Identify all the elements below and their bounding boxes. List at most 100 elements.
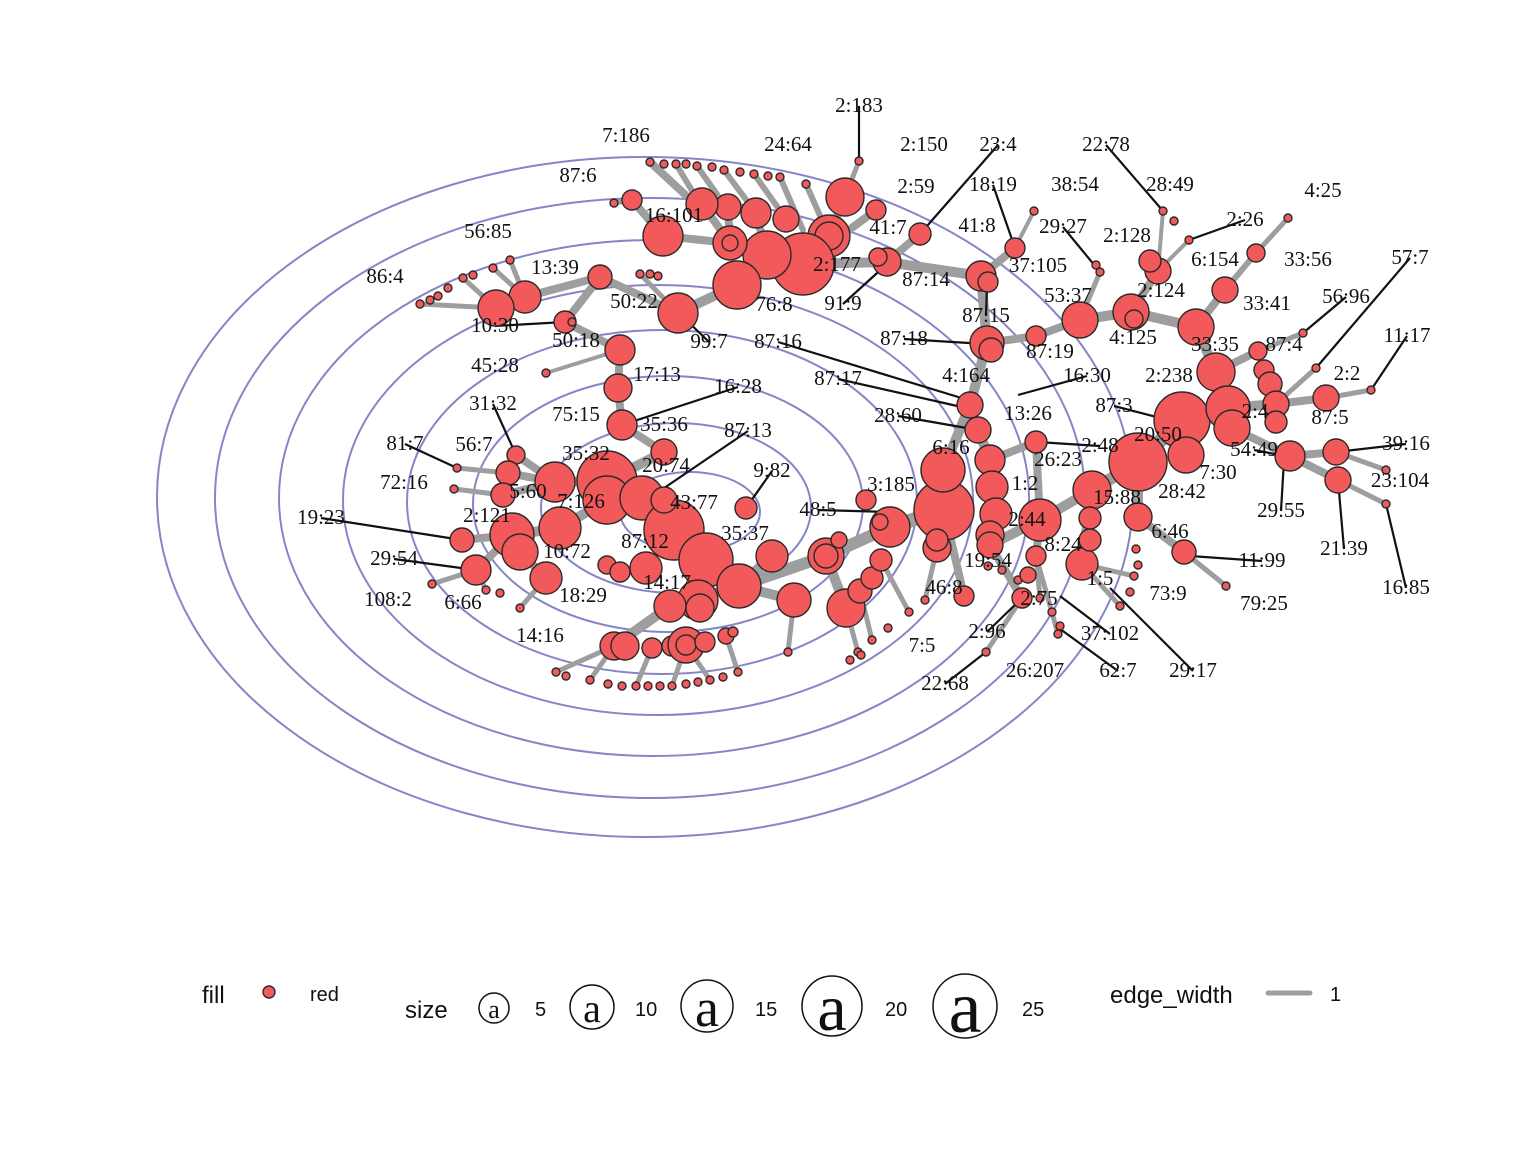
network-node [529,561,563,595]
network-node [650,438,678,466]
network-node [1115,601,1125,611]
network-node [983,561,993,571]
network-node [1211,276,1239,304]
legend-size-title: size [405,997,448,1024]
network-node [1108,432,1168,492]
network-node [1169,216,1179,226]
node-label-29-55: 29:55 [1257,498,1305,522]
node-label-87-16: 87:16 [754,329,802,353]
node-label-28-42: 28:42 [1158,479,1206,503]
network-node [1095,267,1105,277]
network-node [772,205,800,233]
network-node [865,199,887,221]
node-label-87-14: 87:14 [902,267,950,291]
legend-size-break: 25 [1022,999,1044,1021]
node-label-18-19: 18:19 [969,172,1017,196]
node-label-22-68: 22:68 [921,671,969,695]
node-label-73-9: 73:9 [1149,581,1186,605]
node-label-2-4: 2:4 [1242,399,1269,423]
node-label-6-16: 6:16 [932,435,969,459]
node-label-19-23: 19:23 [297,505,345,529]
leader-62-7 [1055,625,1119,672]
network-node [604,334,636,366]
network-node [763,171,773,181]
node-label-2-2: 2:2 [1334,361,1361,385]
node-label-2-59: 2:59 [897,174,934,198]
legend-size-glyph: a [695,978,719,1038]
network-node [1248,341,1268,361]
node-label-86-4: 86:4 [366,264,404,288]
network-node [964,416,992,444]
leader-19-23 [320,516,463,542]
node-label-45-28: 45:28 [471,353,519,377]
network-node [534,461,576,503]
legend-size-key-3: a [680,978,734,1038]
leader-11-17 [1370,335,1408,391]
network-node [468,270,478,280]
legend-size-key-2: a [569,984,615,1031]
network-node [1123,502,1153,532]
network-node [458,273,468,283]
legend-size-glyph: a [949,967,982,1049]
node-label-10-30: 10:30 [471,313,519,337]
node-label-81-7: 81:7 [386,431,423,455]
network-node [693,677,703,687]
network-node [1129,571,1139,581]
network-node [488,263,498,273]
network-node [733,667,743,677]
network-node [920,447,966,493]
network-node [653,589,687,623]
node-label-91-9: 91:9 [824,291,861,315]
node-label-21-39: 21:39 [1320,536,1368,560]
nodes [415,156,1391,691]
leader-2-26 [1188,218,1246,242]
node-label-26-207: 26:207 [1006,658,1064,682]
network-node [641,637,663,659]
node-label-87-3: 87:3 [1095,393,1132,417]
node-label-2-96: 2:96 [968,619,1005,643]
network-node [783,647,793,657]
network-node [755,539,789,573]
node-label-37-105: 37:105 [1009,253,1067,277]
node-label-57-7: 57:7 [1391,245,1428,269]
network-node [449,484,459,494]
leader-87-17 [837,377,967,410]
node-label-28-60: 28:60 [874,403,922,427]
network-node [657,292,699,334]
node-label-23-4: 23:4 [979,132,1017,156]
network-node [443,283,453,293]
network-node [1018,498,1062,542]
network-node [1167,436,1205,474]
network-node [1381,465,1391,475]
network-node [643,681,653,691]
node-label-14-16: 14:16 [516,623,564,647]
leader-22-68 [944,651,987,685]
node-label-108-2: 108:2 [364,587,412,611]
node-label-19-54: 19:54 [964,548,1012,572]
network-node [1004,237,1026,259]
edge [983,595,1025,655]
network-node [908,222,932,246]
network-node [538,506,582,550]
network-node [585,675,595,685]
network-node [675,634,697,656]
network-node [920,595,930,605]
network-node [685,187,719,221]
network-node [1311,363,1321,373]
node-label-2-26: 2:26 [1226,207,1263,231]
network-node [855,489,877,511]
network-node [1138,249,1162,273]
node-label-13-26: 13:26 [1004,401,1052,425]
leader-16-30 [1017,374,1088,397]
network-node [1298,328,1308,338]
leader-87-16 [777,340,969,402]
node-label-2-124: 2:124 [1137,278,1185,302]
network-node [587,264,613,290]
node-label-16-85: 16:85 [1382,575,1430,599]
network-node [610,631,640,661]
node-label-7-30: 7:30 [1199,460,1236,484]
network-node [449,527,475,553]
leader-81-7 [404,443,458,469]
node-label-46-8: 46:8 [925,575,962,599]
network-node [1019,566,1037,584]
